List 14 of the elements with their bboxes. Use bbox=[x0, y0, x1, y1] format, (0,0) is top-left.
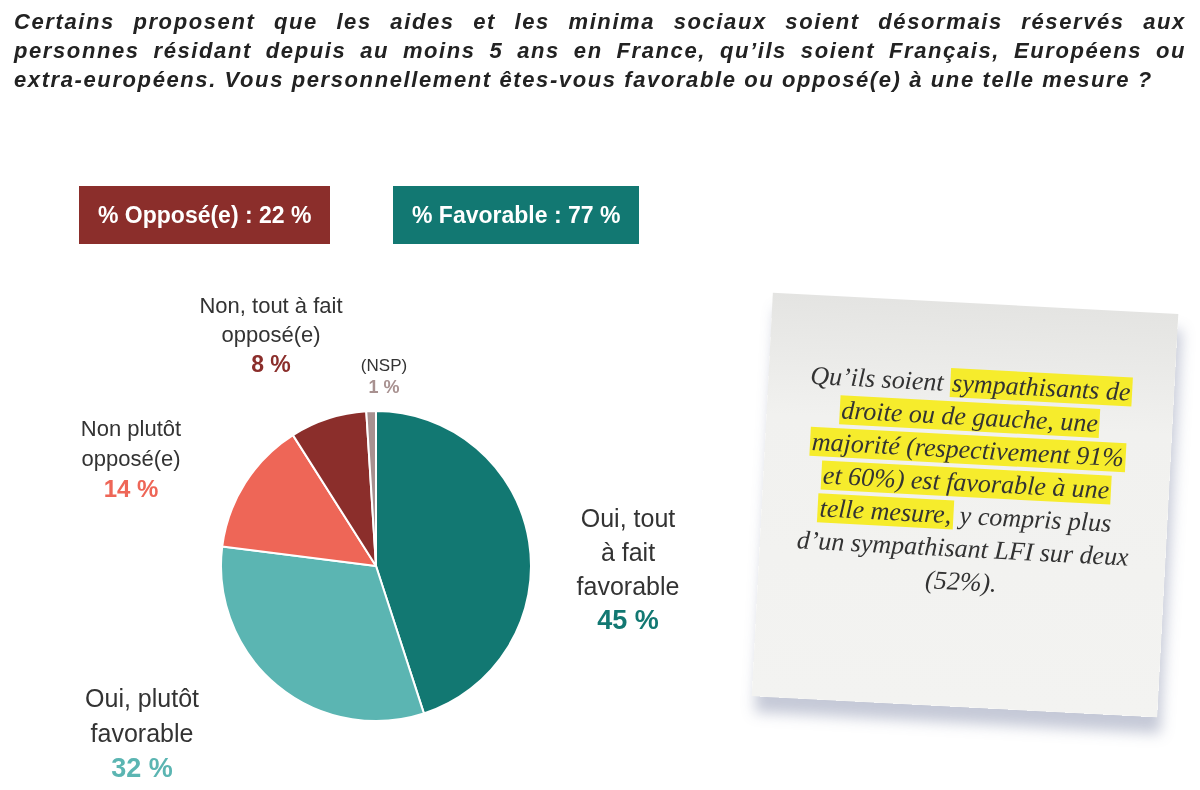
chart-title: Certains proposent que les aides et les minima sociaux soient désormais réservés aux personnes résidant depuis au moins 5 ans en France, qu’ils soient Français, Européens ou extra-européens. Vous personnellement êtes-vous favorable ou opposé(e) à une telle mesure ? bbox=[14, 9, 1186, 92]
slice-label: (NSP) bbox=[360, 355, 408, 375]
data-label: 8 % bbox=[251, 350, 291, 377]
slice-label: Oui, plutôt favorable bbox=[85, 683, 200, 747]
text: % Opposé(e) : 22 % bbox=[79, 186, 331, 244]
data-label: 14 % bbox=[103, 474, 159, 502]
slice-label: Oui, tout à fait favorable bbox=[576, 504, 680, 600]
data-label: 32 % bbox=[111, 752, 173, 783]
text: % Favorable : 77 % bbox=[393, 186, 640, 244]
data-label: 1 % bbox=[368, 377, 400, 397]
data-label: 45 % bbox=[597, 605, 659, 635]
slice-label: Non, tout à fait opposé(e) bbox=[199, 293, 343, 347]
note-paper: Qu’ils soient sympathisants de droite ou de gauche, une majorité (respectivement 91% et 60%) est favorable à une telle mesure, y compris plus d’un sympathisant LFI sur deux (52%). bbox=[751, 292, 1179, 718]
slice-label: Non plutôt opposé(e) bbox=[80, 415, 182, 471]
